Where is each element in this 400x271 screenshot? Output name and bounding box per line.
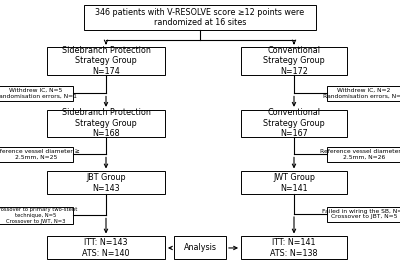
Text: JBT Group
N=143: JBT Group N=143 xyxy=(86,173,126,193)
Text: Analysis: Analysis xyxy=(184,243,216,253)
FancyBboxPatch shape xyxy=(47,110,165,137)
FancyBboxPatch shape xyxy=(0,147,73,162)
Text: 346 patients with V-RESOLVE score ≥12 points were
randomized at 16 sites: 346 patients with V-RESOLVE score ≥12 po… xyxy=(96,8,304,27)
Text: Withdrew IC, N=2
Randomisation errors, N=3: Withdrew IC, N=2 Randomisation errors, N… xyxy=(323,88,400,99)
Text: Reference vessel diameter ≥
2.5mm, N=25: Reference vessel diameter ≥ 2.5mm, N=25 xyxy=(0,149,80,160)
FancyBboxPatch shape xyxy=(0,207,73,224)
Text: Sidebranch Protection
Strategy Group
N=168: Sidebranch Protection Strategy Group N=1… xyxy=(62,108,150,138)
FancyBboxPatch shape xyxy=(47,47,165,75)
FancyBboxPatch shape xyxy=(47,171,165,195)
Text: ITT: N=141
ATS: N=138: ITT: N=141 ATS: N=138 xyxy=(270,238,318,258)
FancyBboxPatch shape xyxy=(241,110,347,137)
Text: Withdrew IC, N=5
Randomisation errors, N=1: Withdrew IC, N=5 Randomisation errors, N… xyxy=(0,88,77,99)
Text: Sidebranch Protection
Strategy Group
N=174: Sidebranch Protection Strategy Group N=1… xyxy=(62,46,150,76)
FancyBboxPatch shape xyxy=(327,86,400,101)
FancyBboxPatch shape xyxy=(0,86,73,101)
Text: Crossover to primary two-stent
technique, N=5
Crossover to JWT, N=3: Crossover to primary two-stent technique… xyxy=(0,207,77,224)
Text: Conventional
Strategy Group
N=167: Conventional Strategy Group N=167 xyxy=(263,108,325,138)
FancyBboxPatch shape xyxy=(241,47,347,75)
Text: Reference vessel diameter ≥
2.5mm, N=26: Reference vessel diameter ≥ 2.5mm, N=26 xyxy=(320,149,400,160)
FancyBboxPatch shape xyxy=(174,236,226,260)
FancyBboxPatch shape xyxy=(327,207,400,222)
FancyBboxPatch shape xyxy=(241,236,347,260)
FancyBboxPatch shape xyxy=(327,147,400,162)
Text: Conventional
Strategy Group
N=172: Conventional Strategy Group N=172 xyxy=(263,46,325,76)
Text: Failed in wiring the SB, N=1
Crossover to JBT, N=5: Failed in wiring the SB, N=1 Crossover t… xyxy=(322,209,400,220)
FancyBboxPatch shape xyxy=(241,171,347,195)
FancyBboxPatch shape xyxy=(47,236,165,260)
Text: JWT Group
N=141: JWT Group N=141 xyxy=(273,173,315,193)
FancyBboxPatch shape xyxy=(84,5,316,30)
Text: ITT: N=143
ATS: N=140: ITT: N=143 ATS: N=140 xyxy=(82,238,130,258)
